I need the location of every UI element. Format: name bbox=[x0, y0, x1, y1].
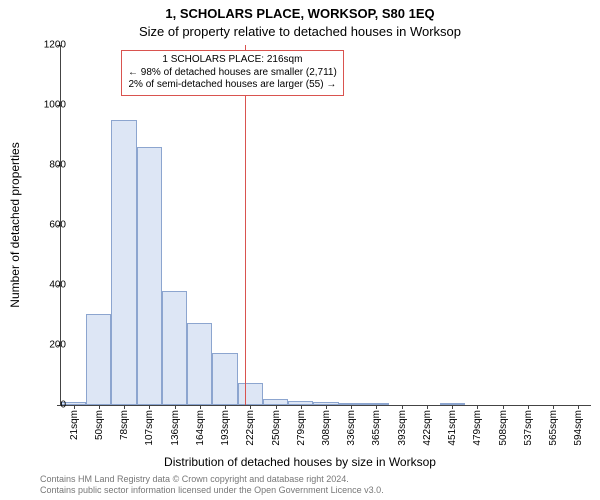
x-tick-label: 136sqm bbox=[170, 410, 181, 450]
x-tick-mark bbox=[225, 405, 226, 409]
x-tick-mark bbox=[578, 405, 579, 409]
x-tick-mark bbox=[528, 405, 529, 409]
footer-line1: Contains HM Land Registry data © Crown c… bbox=[40, 474, 384, 485]
histogram-bar bbox=[162, 291, 187, 405]
y-tick-label: 400 bbox=[16, 280, 66, 291]
x-tick-label: 565sqm bbox=[548, 410, 559, 450]
y-tick-label: 200 bbox=[16, 340, 66, 351]
annotation-box: 1 SCHOLARS PLACE: 216sqm← 98% of detache… bbox=[121, 50, 344, 96]
x-tick-mark bbox=[503, 405, 504, 409]
marker-line bbox=[245, 45, 246, 405]
x-tick-label: 164sqm bbox=[195, 410, 206, 450]
plot-area: 1 SCHOLARS PLACE: 216sqm← 98% of detache… bbox=[60, 45, 591, 406]
x-tick-label: 508sqm bbox=[498, 410, 509, 450]
y-tick-label: 800 bbox=[16, 160, 66, 171]
x-tick-label: 21sqm bbox=[69, 410, 80, 450]
x-tick-mark bbox=[553, 405, 554, 409]
histogram-bar bbox=[187, 323, 212, 406]
chart-title-line1: 1, SCHOLARS PLACE, WORKSOP, S80 1EQ bbox=[0, 6, 600, 21]
x-tick-mark bbox=[276, 405, 277, 409]
annotation-title: 1 SCHOLARS PLACE: 216sqm bbox=[128, 54, 337, 67]
x-tick-label: 193sqm bbox=[220, 410, 231, 450]
x-tick-label: 336sqm bbox=[346, 410, 357, 450]
x-tick-label: 537sqm bbox=[523, 410, 534, 450]
histogram-bar bbox=[86, 314, 111, 406]
x-tick-mark bbox=[200, 405, 201, 409]
footer-line2: Contains public sector information licen… bbox=[40, 485, 384, 496]
x-tick-mark bbox=[452, 405, 453, 409]
annotation-line2: ← 98% of detached houses are smaller (2,… bbox=[128, 67, 337, 80]
y-tick-label: 600 bbox=[16, 220, 66, 231]
x-tick-mark bbox=[124, 405, 125, 409]
x-tick-label: 451sqm bbox=[447, 410, 458, 450]
x-tick-mark bbox=[149, 405, 150, 409]
histogram-bar bbox=[137, 147, 162, 405]
x-tick-label: 393sqm bbox=[397, 410, 408, 450]
histogram-bar bbox=[111, 120, 136, 405]
y-tick-label: 1000 bbox=[16, 100, 66, 111]
x-tick-label: 365sqm bbox=[371, 410, 382, 450]
x-tick-mark bbox=[477, 405, 478, 409]
x-tick-mark bbox=[427, 405, 428, 409]
x-tick-mark bbox=[74, 405, 75, 409]
x-tick-mark bbox=[402, 405, 403, 409]
x-tick-label: 308sqm bbox=[321, 410, 332, 450]
chart-footer: Contains HM Land Registry data © Crown c… bbox=[40, 474, 384, 496]
histogram-bar bbox=[238, 383, 263, 406]
x-tick-mark bbox=[326, 405, 327, 409]
y-tick-label: 0 bbox=[16, 400, 66, 411]
y-tick-label: 1200 bbox=[16, 40, 66, 51]
x-tick-mark bbox=[351, 405, 352, 409]
x-axis-label: Distribution of detached houses by size … bbox=[0, 455, 600, 469]
x-tick-mark bbox=[250, 405, 251, 409]
x-tick-mark bbox=[376, 405, 377, 409]
chart-title-line2: Size of property relative to detached ho… bbox=[0, 24, 600, 39]
x-tick-label: 50sqm bbox=[94, 410, 105, 450]
x-tick-label: 422sqm bbox=[422, 410, 433, 450]
x-tick-mark bbox=[99, 405, 100, 409]
x-tick-label: 222sqm bbox=[245, 410, 256, 450]
x-tick-label: 250sqm bbox=[271, 410, 282, 450]
x-tick-label: 279sqm bbox=[296, 410, 307, 450]
x-tick-label: 479sqm bbox=[472, 410, 483, 450]
x-tick-mark bbox=[301, 405, 302, 409]
x-tick-label: 594sqm bbox=[573, 410, 584, 450]
x-tick-label: 107sqm bbox=[144, 410, 155, 450]
x-tick-label: 78sqm bbox=[119, 410, 130, 450]
x-tick-mark bbox=[175, 405, 176, 409]
histogram-bar bbox=[212, 353, 237, 406]
annotation-line3: 2% of semi-detached houses are larger (5… bbox=[128, 79, 337, 92]
